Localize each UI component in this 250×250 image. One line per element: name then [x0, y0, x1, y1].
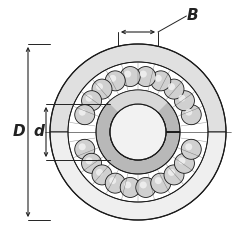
Circle shape [178, 157, 186, 164]
Circle shape [155, 177, 162, 184]
Circle shape [136, 178, 156, 198]
Circle shape [178, 95, 186, 102]
Circle shape [86, 95, 92, 102]
Circle shape [151, 173, 171, 193]
Circle shape [79, 143, 86, 150]
Circle shape [82, 91, 102, 111]
Polygon shape [108, 90, 168, 112]
Circle shape [168, 83, 175, 90]
Circle shape [164, 165, 184, 185]
Circle shape [174, 153, 195, 173]
Circle shape [109, 75, 116, 82]
Circle shape [185, 143, 192, 150]
Circle shape [82, 153, 102, 173]
Circle shape [86, 157, 92, 164]
Circle shape [136, 66, 156, 86]
Polygon shape [96, 90, 180, 174]
Text: D: D [13, 124, 25, 140]
Text: d: d [34, 124, 44, 140]
Circle shape [75, 105, 95, 125]
Circle shape [96, 83, 103, 90]
Polygon shape [50, 44, 226, 132]
Circle shape [181, 139, 201, 159]
Circle shape [120, 66, 140, 86]
Circle shape [185, 109, 192, 116]
Circle shape [120, 178, 140, 198]
Circle shape [96, 169, 103, 176]
Circle shape [174, 91, 195, 111]
Circle shape [75, 139, 95, 159]
Circle shape [92, 165, 112, 185]
Circle shape [140, 182, 147, 188]
Circle shape [79, 109, 86, 116]
Circle shape [181, 105, 201, 125]
Circle shape [155, 75, 162, 82]
Circle shape [105, 173, 125, 193]
Circle shape [151, 71, 171, 91]
Circle shape [124, 70, 131, 78]
Circle shape [168, 169, 175, 176]
Circle shape [110, 104, 166, 160]
Circle shape [109, 177, 116, 184]
Circle shape [124, 182, 131, 188]
Polygon shape [50, 132, 226, 220]
Circle shape [92, 79, 112, 99]
Circle shape [140, 70, 147, 78]
Text: B: B [186, 8, 198, 22]
Circle shape [105, 71, 125, 91]
Circle shape [164, 79, 184, 99]
